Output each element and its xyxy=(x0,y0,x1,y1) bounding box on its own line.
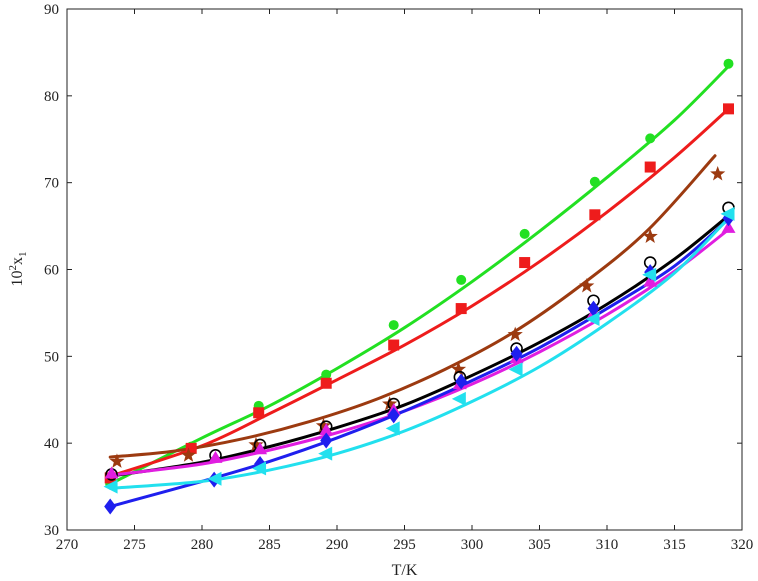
data-markers xyxy=(103,58,736,515)
data-point-series-2 xyxy=(185,442,197,454)
fit-curve-series-4 xyxy=(108,214,730,478)
data-point-series-6 xyxy=(387,407,400,424)
fit-curve-series-6 xyxy=(108,217,730,509)
plot-area xyxy=(67,9,742,530)
data-point-series-2 xyxy=(455,303,467,315)
data-point-series-7 xyxy=(451,391,466,406)
data-point-series-1 xyxy=(723,58,734,69)
data-point-series-7 xyxy=(508,362,523,377)
data-point-series-5 xyxy=(643,274,658,287)
data-point-series-2 xyxy=(388,339,400,351)
x-tick-label: 290 xyxy=(326,537,349,553)
data-point-series-6 xyxy=(104,498,117,515)
x-tick-label: 275 xyxy=(123,537,146,553)
y-tick-label: 40 xyxy=(44,436,59,452)
fit-curve-series-3 xyxy=(108,154,717,459)
fit-curve-series-7 xyxy=(108,216,730,490)
y-axis-label: 102x1 xyxy=(7,252,29,287)
data-point-series-3 xyxy=(315,417,332,433)
x-tick-label: 315 xyxy=(663,537,686,553)
data-point-series-1 xyxy=(388,320,399,331)
data-point-series-7 xyxy=(642,267,657,282)
data-point-series-5 xyxy=(319,423,334,436)
data-point-series-2 xyxy=(519,257,531,269)
x-tick-label: 285 xyxy=(258,537,281,553)
data-point-series-3 xyxy=(450,361,467,376)
data-point-series-7 xyxy=(252,461,267,476)
data-point-series-3 xyxy=(507,326,523,342)
data-point-series-1 xyxy=(456,274,467,285)
data-point-series-6 xyxy=(320,432,333,449)
x-axis: 270 275 280 285 290 295 300 305 310 315 320 xyxy=(56,9,754,553)
y-axis: 30 40 50 60 70 80 90 xyxy=(44,2,742,539)
data-point-series-5 xyxy=(104,466,119,479)
data-point-series-1 xyxy=(519,228,530,239)
data-point-series-7 xyxy=(385,421,400,436)
data-point-series-3 xyxy=(180,447,197,462)
data-point-series-1 xyxy=(321,369,332,380)
data-point-series-3 xyxy=(382,396,398,411)
y-tick-label: 30 xyxy=(44,523,59,539)
y-tick-label: 50 xyxy=(44,349,59,365)
data-point-series-2 xyxy=(320,377,332,389)
data-point-series-1 xyxy=(645,133,656,144)
data-point-series-6 xyxy=(455,373,468,390)
data-point-series-6 xyxy=(510,345,523,362)
data-point-series-2 xyxy=(589,209,601,221)
y-tick-label: 70 xyxy=(44,176,59,192)
data-point-series-7 xyxy=(207,471,222,486)
x-tick-label: 305 xyxy=(528,537,551,553)
y-tick-label: 60 xyxy=(44,263,59,279)
data-point-series-3 xyxy=(642,228,658,243)
data-point-series-2 xyxy=(253,407,265,419)
x-tick-label: 270 xyxy=(56,537,79,553)
x-tick-label: 310 xyxy=(596,537,619,553)
fit-curve-series-5 xyxy=(108,228,730,477)
data-point-series-7 xyxy=(720,206,735,221)
x-axis-label: T/K xyxy=(392,562,418,579)
fit-curve-series-1 xyxy=(108,64,730,486)
data-point-series-3 xyxy=(579,278,595,293)
data-point-series-5 xyxy=(721,220,736,233)
data-point-series-2 xyxy=(723,103,734,115)
data-point-series-5 xyxy=(208,450,223,463)
data-point-series-1 xyxy=(589,176,600,187)
data-point-series-3 xyxy=(248,436,264,452)
data-point-series-2 xyxy=(644,161,656,173)
data-point-series-7 xyxy=(103,479,118,494)
data-point-series-5 xyxy=(253,442,268,455)
data-point-series-7 xyxy=(585,311,600,326)
data-point-series-3 xyxy=(710,165,726,181)
y-tick-label: 90 xyxy=(44,2,59,18)
x-tick-label: 280 xyxy=(191,537,214,553)
x-tick-label: 300 xyxy=(461,537,484,553)
x-tick-label: 320 xyxy=(731,537,754,553)
y-tick-label: 80 xyxy=(44,89,59,105)
fit-curves xyxy=(108,64,730,509)
x-tick-label: 295 xyxy=(393,537,416,553)
data-point-series-6 xyxy=(587,300,600,317)
data-point-series-3 xyxy=(109,453,125,468)
fit-curve-series-2 xyxy=(108,107,730,478)
data-point-series-7 xyxy=(318,446,333,461)
